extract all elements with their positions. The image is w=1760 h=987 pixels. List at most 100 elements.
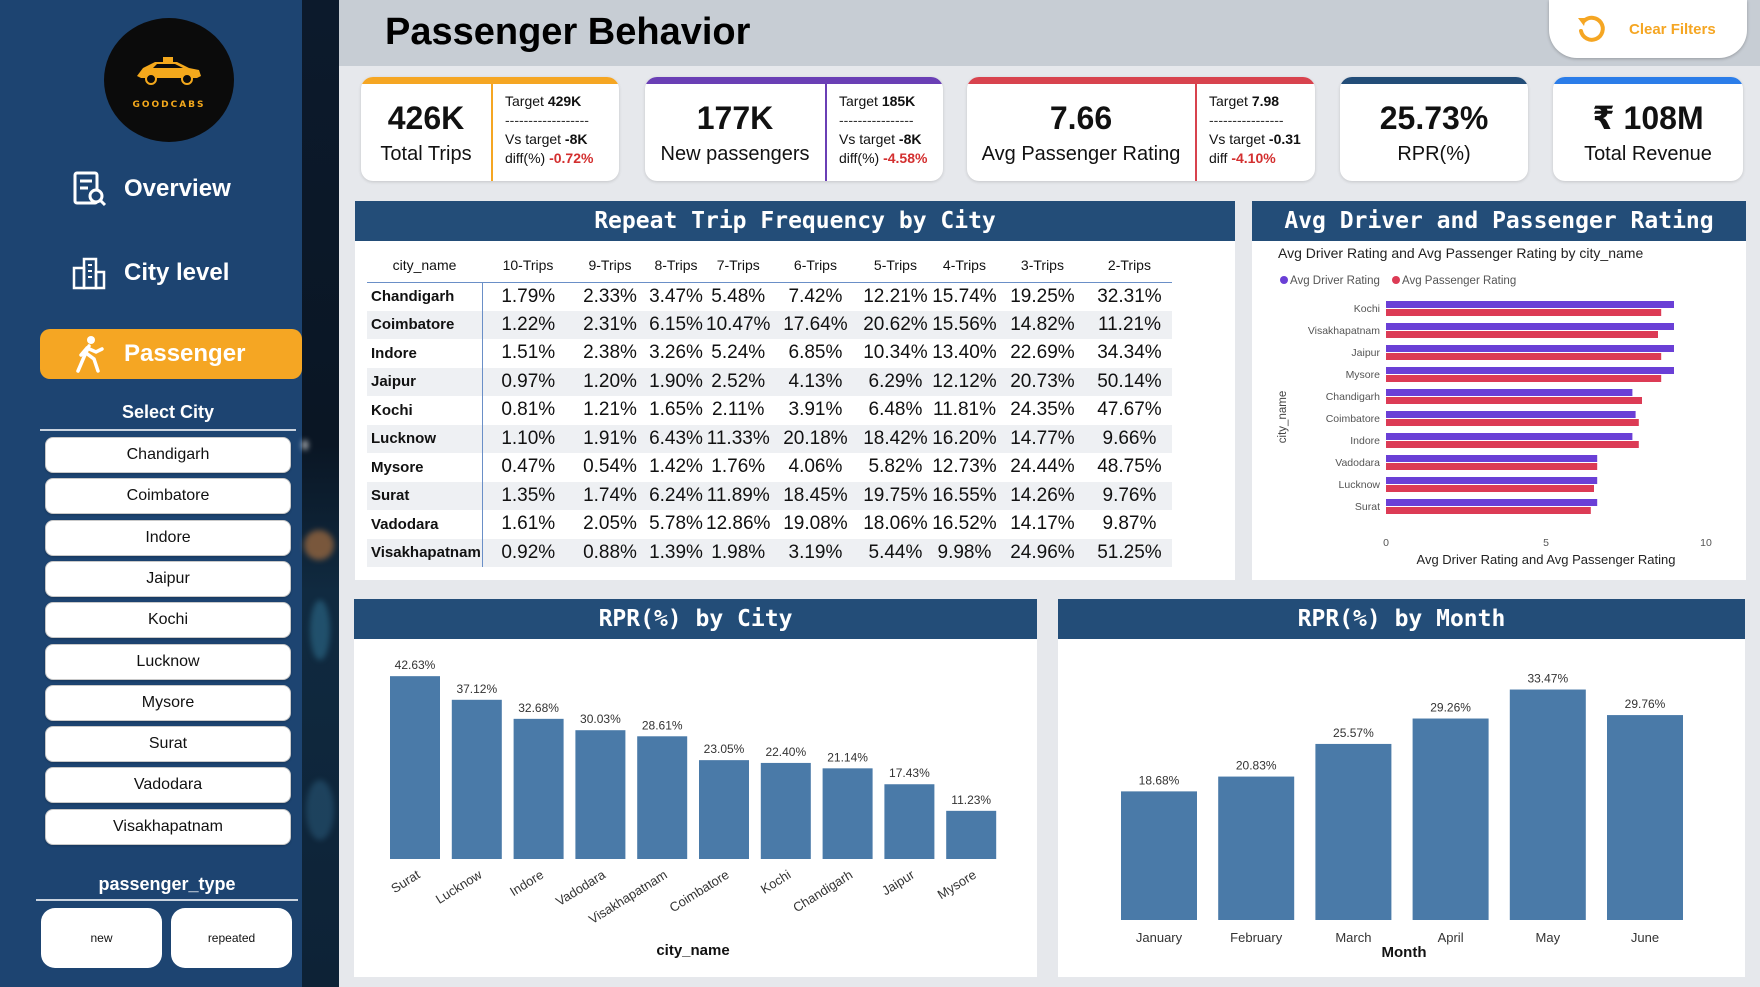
rating-bar[interactable] — [1386, 309, 1662, 316]
column-header[interactable]: 9-Trips — [588, 256, 632, 273]
table-cell: 17.64% — [770, 310, 861, 339]
rpr-bar[interactable] — [513, 718, 564, 859]
rating-bar[interactable] — [1386, 375, 1662, 382]
city-filter-indore[interactable]: Indore — [45, 519, 291, 556]
legend-entry[interactable]: Avg Passenger Rating — [1402, 275, 1516, 287]
table-cell: 11.89% — [706, 481, 771, 510]
rpr-bar[interactable] — [1121, 791, 1197, 920]
city-filter-jaipur[interactable]: Jaipur — [45, 560, 291, 597]
kpi-label: RPR(%) — [1397, 142, 1471, 165]
rating-bar[interactable] — [1386, 507, 1591, 514]
rpr-bar[interactable] — [1412, 718, 1489, 920]
x-tick-label: June — [1631, 930, 1659, 945]
legend-entry[interactable]: Avg Driver Rating — [1290, 275, 1380, 287]
column-header[interactable]: 4-Trips — [942, 256, 986, 273]
table-cell: 2.05% — [583, 513, 637, 535]
rpr-bar[interactable] — [451, 699, 502, 859]
rpr-bar[interactable] — [760, 762, 811, 859]
column-header[interactable]: 2-Trips — [1107, 256, 1151, 273]
select-city-label: Select City — [121, 402, 215, 422]
city-filter-lucknow[interactable]: Lucknow — [45, 643, 291, 680]
x-axis-label: Month — [1382, 944, 1427, 961]
rating-bar[interactable] — [1386, 477, 1598, 484]
column-header[interactable]: city_name — [392, 256, 457, 273]
nav-overview[interactable]: Overview — [40, 164, 302, 214]
ptype-repeated-button[interactable]: repeated — [171, 908, 292, 968]
rpr-bar[interactable] — [822, 768, 873, 859]
table-row: Surat 1.35% 1.74% 6.24% 11.89% 18.45% 19.75% 16… — [367, 481, 1173, 510]
city-filter-vadodara[interactable]: Vadodara — [45, 767, 291, 804]
rpr-bar[interactable] — [390, 676, 440, 859]
column-header[interactable]: 6-Trips — [793, 256, 837, 273]
rpr-bar[interactable] — [884, 784, 935, 859]
rpr-bar[interactable] — [575, 730, 626, 859]
rating-bar[interactable] — [1386, 419, 1639, 426]
rating-bar[interactable] — [1386, 353, 1662, 360]
rpr-bar[interactable] — [1315, 743, 1392, 920]
city-filter-kochi[interactable]: Kochi — [45, 602, 291, 639]
rpr-bar[interactable] — [946, 810, 997, 859]
rpr-bar[interactable] — [1607, 715, 1683, 920]
y-axis-label: city_name — [1277, 391, 1289, 443]
rpr-by-city-panel: RPR(%) by City 42.63% Surat 37.12% Lucknow 3… — [354, 599, 1037, 977]
city-filter-surat[interactable]: Surat — [45, 726, 291, 763]
table-cell: 14.26% — [998, 481, 1087, 510]
city-filter-mysore[interactable]: Mysore — [45, 684, 291, 721]
rating-bar[interactable] — [1386, 485, 1594, 492]
rating-bar[interactable] — [1386, 389, 1633, 396]
column-header[interactable]: 5-Trips — [873, 256, 917, 273]
rating-bar[interactable] — [1386, 367, 1674, 374]
passenger-type-label: passenger_type — [98, 874, 236, 894]
ptype-new-button[interactable]: new — [41, 908, 162, 968]
rating-bar[interactable] — [1386, 463, 1598, 470]
column-header[interactable]: 7-Trips — [716, 256, 760, 273]
data-label: 33.47% — [1527, 672, 1568, 686]
table-cell: 0.92% — [482, 538, 574, 567]
table-cell: 19.25% — [1010, 285, 1075, 307]
row-city-name: Lucknow — [367, 424, 483, 453]
table-cell: 51.25% — [1086, 538, 1173, 567]
city-filter-chandigarh[interactable]: Chandigarh — [45, 437, 291, 473]
city-filter-visakhapatnam[interactable]: Visakhapatnam — [45, 808, 291, 845]
x-tick-label: 5 — [1543, 537, 1549, 549]
row-city-name: Jaipur — [367, 367, 483, 396]
rating-bar[interactable] — [1386, 441, 1639, 448]
rating-bar[interactable] — [1386, 411, 1636, 418]
rating-bar[interactable] — [1386, 433, 1633, 440]
rating-bar[interactable] — [1386, 331, 1658, 338]
rpr-bar[interactable] — [1509, 689, 1586, 920]
rpr-bar[interactable] — [1218, 776, 1295, 920]
table-cell: 24.96% — [998, 538, 1087, 567]
rpr-bar[interactable] — [699, 760, 749, 859]
rating-bar[interactable] — [1386, 397, 1642, 404]
table-row: Jaipur 0.97% 1.20% 1.90% 2.52% 4.13% 6.29% 12.1… — [367, 367, 1173, 396]
rpr-bar[interactable] — [637, 736, 688, 859]
table-cell: 34.34% — [1097, 342, 1162, 364]
table-cell: 0.97% — [482, 367, 574, 396]
data-label: 17.43% — [889, 766, 930, 780]
row-city-name: Mysore — [367, 453, 483, 482]
nav-city-level[interactable]: City level — [40, 248, 302, 298]
rating-bar[interactable] — [1386, 499, 1598, 506]
column-header[interactable]: 10-Trips — [502, 256, 554, 273]
repeat-trip-frequency-panel: Repeat Trip Frequency by City city_name 1… — [355, 201, 1235, 580]
kpi-value: 7.66 — [1049, 99, 1113, 136]
table-cell: 6.43% — [646, 424, 706, 453]
column-header[interactable]: 3-Trips — [1020, 256, 1064, 273]
rating-bar[interactable] — [1386, 455, 1598, 462]
table-cell: 16.52% — [932, 513, 997, 535]
rating-bar[interactable] — [1386, 345, 1674, 352]
kpi-label: Total Revenue — [1584, 143, 1712, 165]
table-cell: 1.79% — [501, 285, 556, 307]
repeat-trip-frequency-table: city_name 10-Trips 9-Trips 8-Trips 7-Trips 6-… — [367, 248, 1173, 567]
table-cell: 3.47% — [649, 285, 703, 307]
table-row: Coimbatore 1.22% 2.31% 6.15% 10.47% 17.64% 20.… — [367, 310, 1173, 339]
kpi-value: 426K — [387, 99, 465, 136]
table-cell: 10.34% — [863, 342, 928, 364]
column-header[interactable]: 8-Trips — [654, 256, 698, 273]
clear-filters-button[interactable]: Clear Filters — [1549, 0, 1747, 58]
rating-bar[interactable] — [1386, 323, 1674, 330]
rating-bar[interactable] — [1386, 301, 1674, 308]
city-filter-coimbatore[interactable]: Coimbatore — [45, 478, 291, 515]
nav-passenger[interactable]: Passenger — [40, 329, 302, 379]
